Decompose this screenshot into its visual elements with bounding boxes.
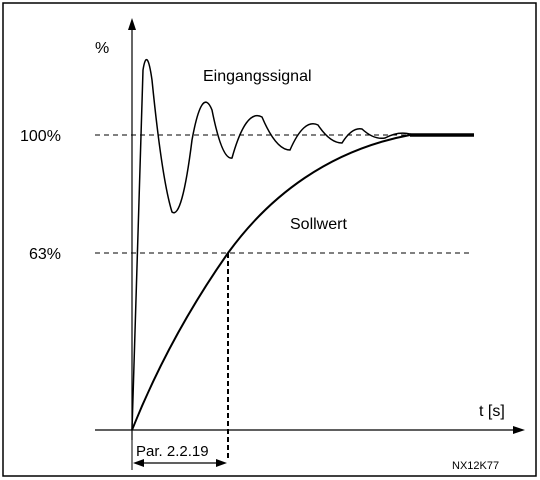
input-label: Eingangssignal: [203, 68, 312, 85]
par-arrow-left: [133, 459, 144, 467]
parameter-label: Par. 2.2.19: [136, 443, 209, 460]
y-arrow: [128, 18, 136, 30]
x-arrow: [513, 426, 525, 434]
setpoint-curve: [131, 134, 411, 431]
setpoint-label: Sollwert: [290, 216, 347, 233]
figure-code: NX12K77: [452, 460, 499, 472]
level-100-label: 100%: [20, 128, 61, 145]
x-label: t [s]: [479, 403, 505, 420]
level-63-label: 63%: [29, 246, 61, 263]
input-signal-curve: [131, 58, 416, 431]
par-arrow-right: [216, 459, 227, 467]
y-unit: %: [95, 40, 109, 57]
